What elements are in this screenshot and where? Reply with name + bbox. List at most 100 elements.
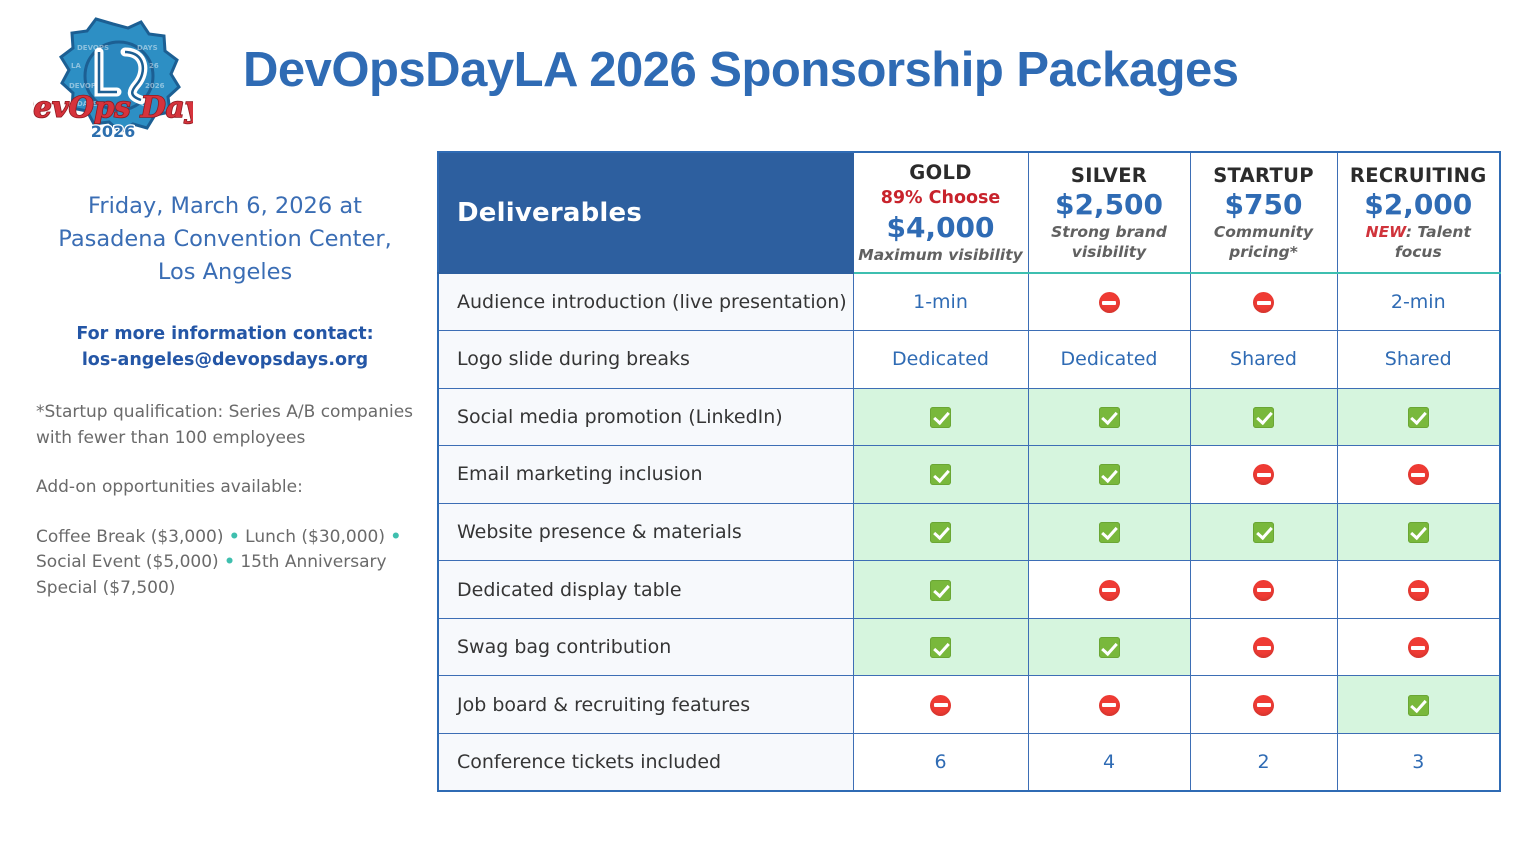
logo-icon: DEVOPS DAYS LA 26 DEVOPS 2026 DAYS LA: [33, 17, 193, 142]
contact-label: For more information contact:: [76, 324, 374, 344]
addon-item-lunch: Lunch ($30,000): [245, 526, 385, 547]
deliverable-label: Email marketing inclusion: [437, 445, 854, 504]
deliverable-label: Swag bag contribution: [437, 617, 854, 677]
check-icon: [930, 406, 951, 428]
svg-text:26: 26: [149, 62, 159, 70]
cell-included: [852, 445, 1029, 504]
column-header-deliverables: Deliverables: [437, 151, 854, 274]
column-header-gold[interactable]: GOLD 89% Choose $4,000 Maximum visibilit…: [852, 151, 1029, 274]
deliverable-label: Social media promotion (LinkedIn): [437, 387, 854, 447]
cell-value: Shared: [1189, 330, 1338, 389]
no-entry-icon: [1253, 637, 1274, 659]
column-header-recruiting[interactable]: RECRUITING $2,000 NEW: Talent focus: [1336, 151, 1501, 274]
cell-included: [1027, 502, 1191, 562]
check-icon: [930, 464, 951, 486]
event-date-line-1: Friday, March 6, 2026 at: [88, 193, 362, 219]
table-row: Email marketing inclusion: [437, 445, 1501, 504]
cell-included: [1027, 445, 1191, 504]
tier-price: $750: [1224, 188, 1303, 221]
tier-tagline: Strong brand visibility: [1051, 223, 1167, 261]
cell-value: 6: [852, 732, 1029, 792]
check-icon: [1407, 521, 1429, 543]
table-row: Conference tickets included 6 4 2 3: [437, 732, 1501, 792]
devopsdays-la-logo: DEVOPS DAYS LA 26 DEVOPS 2026 DAYS LA: [33, 16, 193, 142]
check-icon: [1098, 406, 1120, 428]
table-header: Deliverables GOLD 89% Choose $4,000 Maxi…: [437, 151, 1501, 274]
cell-not-included: [1336, 560, 1501, 619]
addon-list: Coffee Break ($3,000) • Lunch ($30,000) …: [36, 525, 414, 602]
table-row: Audience introduction (live presentation…: [437, 272, 1501, 332]
tier-name: STARTUP: [1213, 164, 1314, 187]
check-icon: [1253, 406, 1274, 428]
cell-value: 2-min: [1336, 272, 1501, 332]
no-entry-icon: [1253, 292, 1274, 314]
cell-included: [1336, 675, 1501, 734]
column-header-silver[interactable]: SILVER $2,500 Strong brand visibility: [1027, 151, 1191, 274]
svg-text:DEVOPS: DEVOPS: [69, 82, 101, 90]
page-title: DevOpsDayLA 2026 Sponsorship Packages: [243, 43, 1239, 97]
tier-name: SILVER: [1070, 164, 1148, 187]
svg-text:LA: LA: [71, 62, 81, 70]
sponsorship-comparison-table: Deliverables GOLD 89% Choose $4,000 Maxi…: [437, 151, 1501, 792]
cell-not-included: [1027, 675, 1191, 734]
deliverable-label: Job board & recruiting features: [437, 675, 854, 734]
tier-name: RECRUITING: [1349, 164, 1487, 187]
no-entry-icon: [1407, 464, 1429, 486]
cell-value: Dedicated: [1027, 330, 1191, 389]
addon-item-social-event: Social Event ($5,000): [36, 552, 219, 572]
bullet-icon: •: [390, 526, 402, 547]
column-header-startup[interactable]: STARTUP $750 Community pricing*: [1189, 151, 1338, 274]
check-icon: [1098, 464, 1120, 486]
no-entry-icon: [1098, 292, 1120, 314]
deliverable-label: Dedicated display table: [437, 560, 854, 619]
check-icon: [1407, 406, 1429, 428]
check-icon: [930, 521, 951, 543]
contact-email[interactable]: los-angeles@devopsdays.org: [81, 349, 369, 370]
no-entry-icon: [1253, 579, 1274, 601]
svg-text:DevOps Days: DevOps Days: [33, 90, 193, 124]
tier-price: $2,500: [1054, 188, 1164, 221]
event-venue-line: Pasadena Convention Center,: [58, 226, 392, 252]
cell-included: [1336, 387, 1501, 447]
check-icon: [930, 579, 951, 601]
tier-tagline: Community pricing*: [1213, 223, 1314, 261]
bullet-icon: •: [228, 526, 240, 547]
table-row: Website presence & materials: [437, 502, 1501, 562]
no-entry-icon: [1253, 464, 1274, 486]
svg-text:2026: 2026: [145, 82, 165, 90]
bullet-icon: •: [224, 552, 235, 572]
cell-included: [1027, 617, 1191, 677]
cell-included: [1027, 387, 1191, 447]
cell-not-included: [1189, 560, 1338, 619]
tier-tagline-text: : Talent focus: [1394, 223, 1471, 261]
check-icon: [1098, 521, 1120, 543]
no-entry-icon: [1098, 694, 1120, 716]
event-city-line: Los Angeles: [157, 259, 293, 285]
cell-value: Dedicated: [852, 330, 1029, 389]
deliverable-label: Logo slide during breaks: [437, 330, 854, 389]
cell-included: [1189, 502, 1338, 562]
addon-item-anniversary-special: 15th Anniversary Special ($7,500): [36, 552, 387, 598]
tier-tagline: NEW: Talent focus: [1342, 222, 1496, 262]
deliverable-label: Conference tickets included: [437, 732, 854, 792]
check-icon: [1253, 521, 1274, 543]
cell-value: 3: [1336, 732, 1501, 792]
cell-not-included: [852, 675, 1029, 734]
cell-not-included: [1336, 617, 1501, 677]
cell-not-included: [1189, 445, 1338, 504]
cell-not-included: [1336, 445, 1501, 504]
cell-value: 2: [1189, 732, 1338, 792]
no-entry-icon: [1253, 694, 1274, 716]
deliverable-label: Audience introduction (live presentation…: [437, 272, 854, 332]
cell-value: Shared: [1336, 330, 1501, 389]
tier-name: GOLD: [909, 161, 972, 184]
table-row: Social media promotion (LinkedIn): [437, 387, 1501, 447]
svg-text:2026: 2026: [91, 122, 136, 141]
no-entry-icon: [1407, 579, 1429, 601]
new-flag: NEW: [1365, 223, 1406, 241]
tier-badge: 89% Choose: [880, 188, 1001, 208]
check-icon: [1098, 637, 1120, 659]
check-icon: [930, 637, 951, 659]
cell-not-included: [1189, 675, 1338, 734]
cell-included: [852, 617, 1029, 677]
